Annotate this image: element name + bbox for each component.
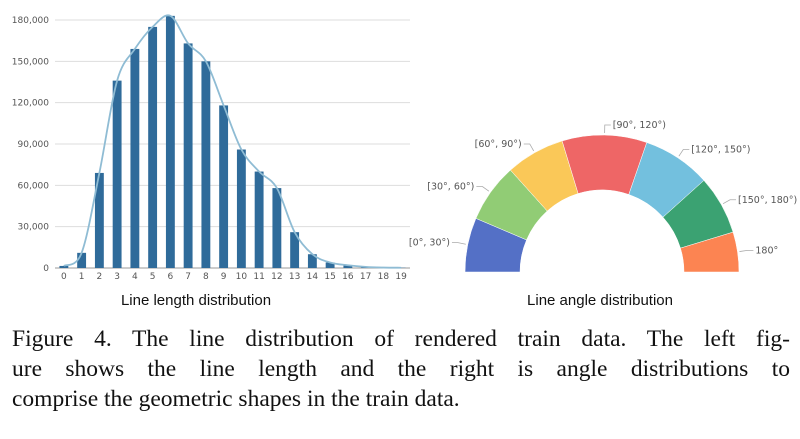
bar	[290, 232, 300, 268]
bar	[59, 265, 69, 268]
line-angle-chart: [0°, 30°) [30°, 60°) [60°, 90°) [90°, 120°)…	[409, 120, 797, 273]
x-tick-label: 18	[378, 272, 390, 282]
line-angle-chart-title: Line angle distribution	[527, 292, 673, 309]
angle-segment-label: [150°, 180°)	[738, 195, 797, 206]
caption-line: ure shows the line length and the right …	[12, 356, 790, 382]
bar	[236, 149, 246, 268]
y-tick-label: 180,000	[12, 16, 49, 26]
trend-line	[63, 14, 402, 269]
bar	[165, 15, 175, 268]
y-tick-label: 90,000	[18, 140, 50, 150]
label-leader	[739, 249, 754, 252]
x-tick-label: 16	[342, 272, 354, 282]
line-length-chart-title: Line length distribution	[121, 292, 271, 309]
bar	[148, 26, 158, 269]
y-tick-label: 0	[43, 264, 49, 274]
x-tick-label: 0	[61, 272, 67, 282]
bar	[325, 262, 335, 268]
x-tick-label: 4	[132, 272, 138, 282]
label-leader	[678, 149, 690, 157]
bar	[201, 61, 211, 269]
x-tick-label: 17	[360, 272, 371, 282]
bar	[77, 252, 87, 268]
angle-segment-label: [90°, 120°)	[613, 120, 666, 131]
bar	[254, 171, 264, 268]
x-tick-label: 12	[271, 272, 282, 282]
line-length-chart: 0 30,000 60,000 90,000 120,000 150,000 180,000…	[12, 14, 410, 282]
x-tick-label: 6	[168, 272, 174, 282]
x-tick-label: 11	[253, 272, 264, 282]
x-tick-label: 8	[203, 272, 209, 282]
x-tick-label: 3	[114, 272, 120, 282]
x-tick-label: 15	[324, 272, 335, 282]
bar	[272, 188, 282, 268]
x-tick-label: 1	[79, 272, 85, 282]
x-tick-label: 9	[221, 272, 227, 282]
y-tick-label: 60,000	[18, 181, 50, 191]
x-tick-label: 10	[236, 272, 248, 282]
caption-line: comprise the geometric shapes in the tra…	[12, 386, 460, 412]
bar	[112, 80, 122, 268]
x-tick-label: 5	[150, 272, 156, 282]
angle-segment-label: [120°, 150°)	[691, 145, 750, 156]
figure-charts: 0 30,000 60,000 90,000 120,000 150,000 180,000…	[12, 14, 797, 309]
angle-segment	[680, 231, 740, 273]
x-tick-label: 19	[395, 272, 407, 282]
bar	[343, 265, 353, 268]
bar	[130, 48, 140, 268]
label-leader	[451, 242, 466, 245]
angle-segment-label: 180°	[755, 245, 778, 256]
caption-line: Figure 4. The line distribution of rende…	[12, 326, 790, 352]
x-tick-label: 13	[289, 272, 300, 282]
bar	[307, 254, 317, 268]
angle-segment-label: [60°, 90°)	[475, 139, 522, 150]
label-leader	[604, 124, 611, 134]
label-leader	[476, 186, 490, 192]
label-leader	[523, 143, 535, 152]
bar	[219, 105, 229, 268]
angle-segment-label: [30°, 60°)	[427, 182, 474, 193]
x-tick-label: 14	[307, 272, 319, 282]
bar	[94, 172, 104, 268]
x-tick-label: 2	[97, 272, 103, 282]
bar	[183, 43, 193, 268]
y-tick-label: 150,000	[12, 57, 49, 67]
y-tick-label: 30,000	[18, 223, 50, 233]
figure-caption: Figure 4. The line distribution of rende…	[12, 324, 790, 414]
y-tick-label: 120,000	[12, 99, 49, 109]
label-leader	[722, 199, 737, 205]
angle-segment-label: [0°, 30°)	[409, 238, 450, 249]
x-tick-label: 7	[185, 272, 191, 282]
